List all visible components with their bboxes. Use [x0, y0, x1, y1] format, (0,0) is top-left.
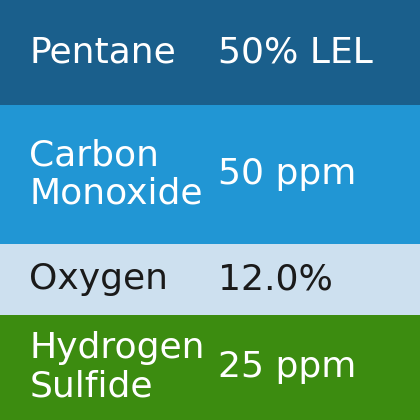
Bar	[0, 105, 420, 244]
Bar	[0, 315, 420, 420]
Text: 50 ppm: 50 ppm	[218, 158, 357, 191]
Text: 12.0%: 12.0%	[218, 262, 333, 296]
Text: 50% LEL: 50% LEL	[218, 36, 373, 69]
Bar	[0, 0, 420, 105]
Text: Hydrogen
Sulfide: Hydrogen Sulfide	[29, 331, 205, 404]
Text: 25 ppm: 25 ppm	[218, 351, 357, 384]
Text: Carbon
Monoxide: Carbon Monoxide	[29, 138, 203, 210]
Text: Pentane: Pentane	[29, 36, 176, 69]
Text: Oxygen: Oxygen	[29, 262, 168, 296]
Bar	[0, 244, 420, 315]
